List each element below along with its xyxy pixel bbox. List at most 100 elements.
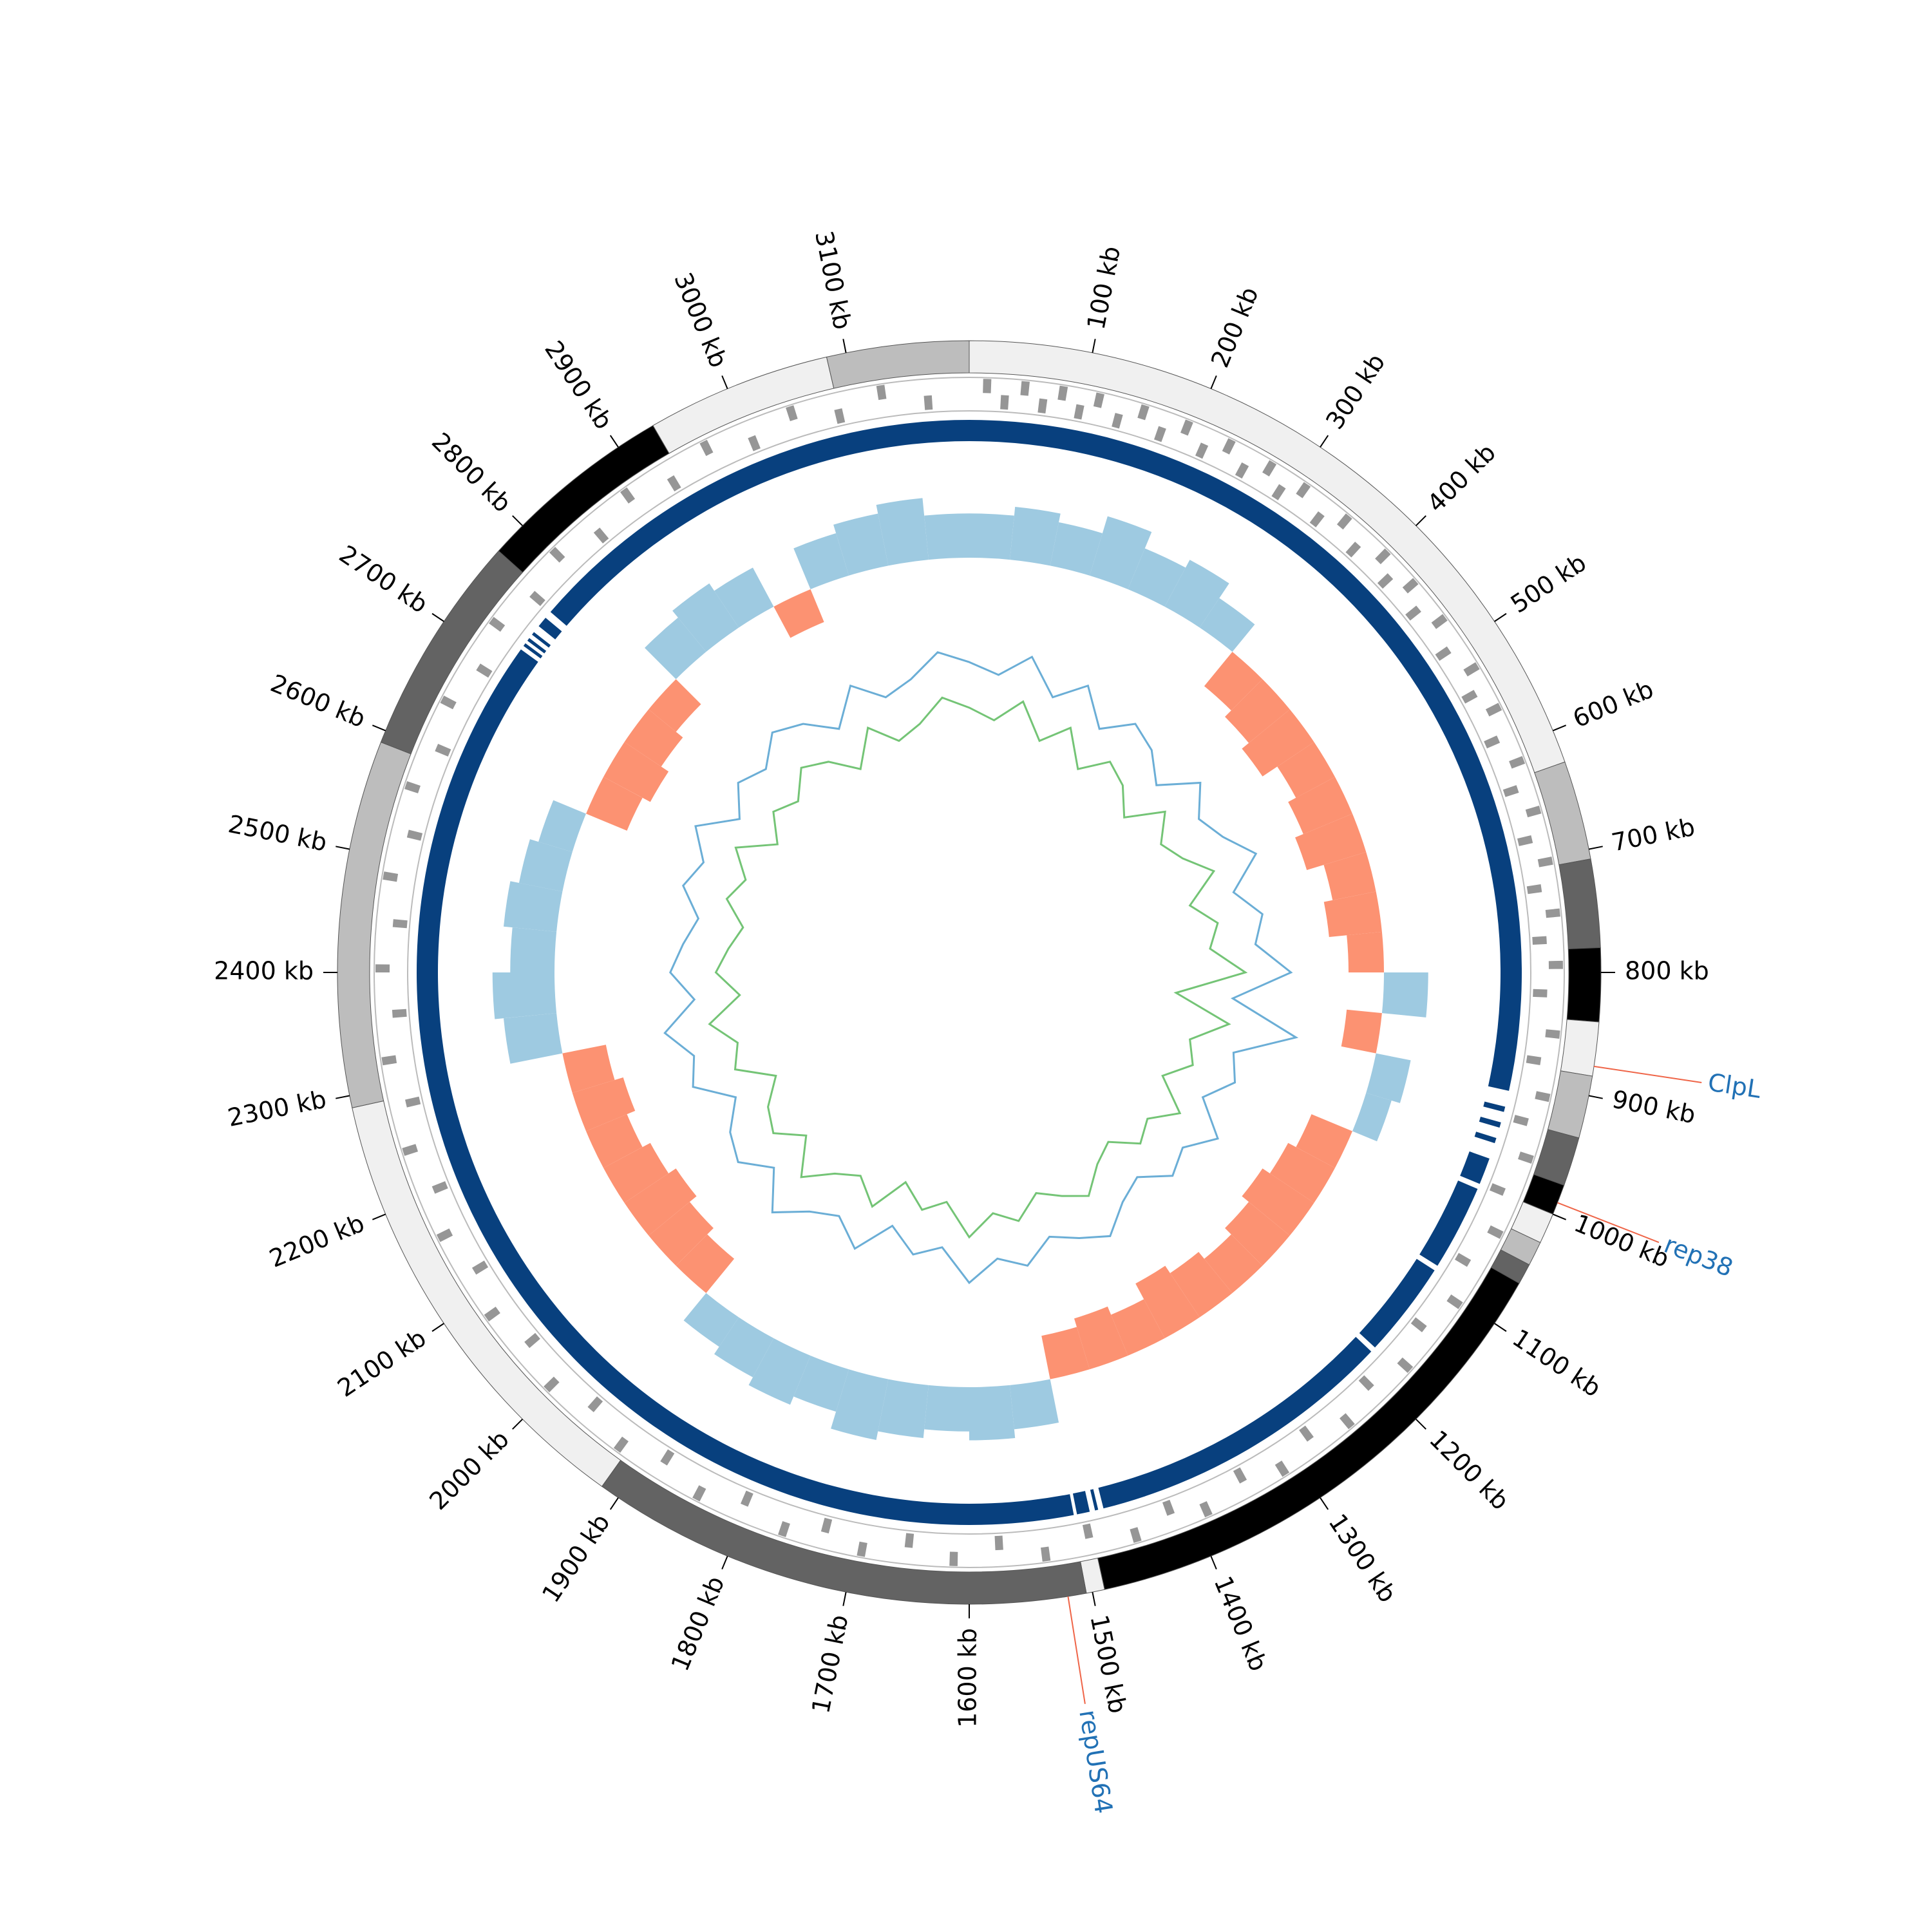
gene (489, 616, 506, 632)
tick-mark (512, 1418, 524, 1430)
gene (1162, 1499, 1175, 1516)
gene (1274, 1460, 1290, 1477)
gene (1533, 989, 1548, 998)
gene (820, 1517, 833, 1534)
tick-label: 2600 kb (267, 669, 370, 734)
gene (857, 1541, 867, 1557)
tick-label: 1800 kb (666, 1572, 730, 1675)
annotation-label: repUS64 (1074, 1708, 1118, 1815)
tick-mark (336, 846, 350, 850)
skew-bar (1295, 813, 1367, 870)
gene (1545, 1029, 1560, 1039)
tick-mark (609, 435, 619, 448)
alignment-block (1072, 1491, 1090, 1515)
contig (352, 1100, 621, 1487)
gene (667, 475, 681, 492)
skew-bar (603, 1142, 669, 1203)
skew-bar (624, 1168, 697, 1236)
alignment-block (527, 638, 547, 654)
gene (1222, 438, 1236, 455)
tick-label: 400 kb (1422, 438, 1502, 518)
gene (402, 1144, 419, 1156)
gene (1446, 1294, 1463, 1309)
gene (1431, 614, 1448, 629)
skew-bar (1381, 972, 1428, 1018)
gene (1262, 460, 1277, 477)
gene (1518, 1151, 1534, 1164)
skew-bar (831, 1369, 889, 1441)
skew-bar (1347, 931, 1384, 972)
gene (406, 829, 423, 841)
gene (1502, 785, 1519, 797)
gene (613, 1436, 629, 1453)
tick-label: 2900 kb (539, 336, 618, 434)
skew-bar (1135, 1265, 1200, 1338)
gene (435, 743, 451, 757)
gene (529, 591, 545, 607)
gene-track-outline (407, 410, 1531, 1535)
gene (1526, 1055, 1542, 1065)
gene (1537, 857, 1553, 867)
skew-bar (793, 1355, 849, 1412)
tick-label: 2500 kb (226, 810, 330, 857)
gene (1461, 690, 1478, 704)
gene (1455, 1253, 1472, 1267)
skew-bar (1010, 506, 1061, 566)
contig (652, 356, 835, 454)
gene (1154, 426, 1166, 442)
skew-bar (586, 777, 643, 831)
tick-mark (1552, 1213, 1567, 1220)
tick-label: 2800 kb (426, 427, 517, 518)
gene (1358, 1375, 1374, 1391)
tick-mark (721, 375, 728, 390)
alignment-block (1419, 1180, 1478, 1266)
alignment-block (1098, 1336, 1372, 1509)
tick-mark (1415, 1418, 1426, 1430)
gene (876, 384, 887, 401)
skew-bar (503, 1013, 563, 1064)
tick-label: 2000 kb (424, 1425, 515, 1516)
skew-bar (1170, 1252, 1233, 1318)
alignment-block (1460, 1151, 1490, 1184)
alignment-block (550, 420, 969, 626)
skew-bar (773, 589, 824, 638)
gene (392, 919, 408, 929)
gene (1463, 662, 1480, 677)
gene (476, 663, 493, 678)
skew-bar (1225, 679, 1290, 743)
gene (1082, 1523, 1094, 1539)
skew-bar (1366, 1053, 1411, 1103)
tick-label: 600 kb (1569, 675, 1658, 734)
gene (1484, 735, 1501, 749)
gene (1057, 385, 1068, 401)
skew-bar (1242, 1168, 1314, 1236)
skew-bar (538, 800, 587, 853)
gene (381, 1055, 397, 1066)
tick-mark (1588, 846, 1603, 850)
tick-mark (1588, 1095, 1603, 1099)
gene (544, 1376, 560, 1392)
gene (1180, 419, 1193, 436)
gene (404, 781, 421, 793)
gene (994, 1535, 1003, 1551)
gene (1397, 1357, 1414, 1373)
tick-label: 1000 kb (1570, 1209, 1673, 1273)
skew-bar (518, 839, 573, 892)
gene (786, 405, 798, 422)
gene (1485, 703, 1502, 717)
gene (1235, 462, 1249, 479)
alignment-block (1483, 1101, 1506, 1112)
gc-line (663, 651, 1299, 1285)
tick-label: 2200 kb (265, 1209, 368, 1273)
gene (692, 1485, 706, 1502)
alignment-block (532, 632, 551, 648)
gene (524, 1332, 540, 1349)
gene (1489, 1183, 1506, 1196)
gene (748, 435, 761, 451)
tick-label: 1300 kb (1323, 1509, 1402, 1607)
gene (740, 1490, 753, 1507)
gene (1525, 806, 1542, 818)
gene (660, 1449, 675, 1466)
gene (699, 439, 714, 457)
skew-bar (1111, 1299, 1165, 1356)
